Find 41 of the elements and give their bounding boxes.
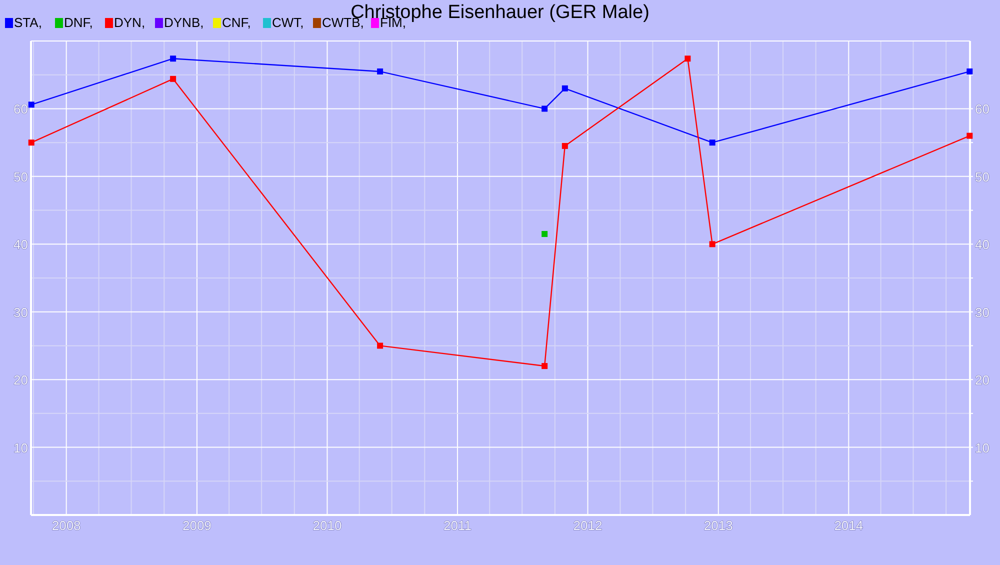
y2-tick-label: 40 — [975, 237, 990, 252]
legend-label: CNF, — [222, 15, 251, 30]
point — [542, 230, 548, 237]
x-tick-label: 2010 — [312, 518, 342, 533]
legend-label: DYN, — [114, 15, 146, 30]
point — [28, 102, 34, 108]
y2-tick-label: 50 — [975, 169, 990, 184]
point — [709, 241, 716, 248]
x-tick-label: 2013 — [704, 518, 733, 533]
y2-tick-label: 30 — [975, 304, 990, 320]
x-tick-label: 2008 — [52, 518, 81, 533]
y-tick-label: 40 — [14, 237, 28, 252]
point — [684, 56, 691, 62]
point — [170, 76, 176, 82]
x-tick-label: 2011 — [444, 518, 472, 533]
y-tick-label: 50 — [14, 169, 28, 184]
legend-label: CWT, — [272, 15, 304, 30]
x-tick-label: 2014 — [834, 518, 864, 533]
y-tick-label: 30 — [14, 304, 28, 320]
point — [28, 140, 34, 146]
legend-label: STA, — [14, 15, 42, 30]
point — [377, 342, 384, 349]
y-tick-label: 10 — [14, 440, 28, 456]
y-tick-label: 20 — [14, 372, 28, 388]
legend-label: DYNB, — [164, 15, 204, 30]
y2-tick-label: 20 — [975, 372, 990, 388]
point — [170, 56, 176, 62]
point — [377, 68, 384, 74]
point — [562, 85, 568, 92]
point — [562, 142, 568, 149]
x-tick-label: 2012 — [573, 518, 602, 533]
legend-label: DNF, — [64, 15, 93, 30]
point — [542, 363, 548, 370]
point — [966, 132, 973, 139]
point — [966, 68, 973, 74]
point — [709, 140, 716, 146]
y2-tick-label: 10 — [975, 440, 990, 456]
point — [542, 106, 548, 112]
y2-tick-label: 60 — [975, 102, 990, 117]
x-tick-label: 2009 — [182, 518, 212, 533]
y-tick-label: 60 — [14, 102, 28, 117]
